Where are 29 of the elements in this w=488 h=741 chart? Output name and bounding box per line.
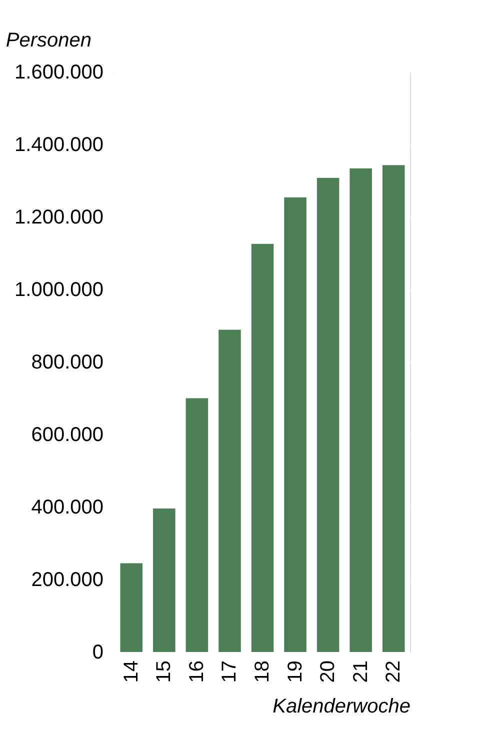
bar xyxy=(218,330,241,652)
x-axis-title: Kalenderwoche xyxy=(272,696,410,718)
x-tick-label: 20 xyxy=(317,660,340,683)
bar xyxy=(382,165,405,652)
y-tick-label: 0 xyxy=(92,642,104,664)
bar xyxy=(186,398,208,652)
bar xyxy=(153,508,176,652)
x-tick-label: 15 xyxy=(153,660,176,683)
y-axis-title: Personen xyxy=(6,30,92,52)
bar xyxy=(316,178,340,652)
y-tick-label: 600.000 xyxy=(31,424,104,446)
bar xyxy=(350,168,372,652)
bar xyxy=(284,197,306,652)
x-tick-label: 19 xyxy=(284,660,306,683)
y-tick-label: 1.600.000 xyxy=(14,62,104,84)
bar xyxy=(251,244,274,652)
x-tick-label: 21 xyxy=(350,660,372,683)
x-tick-label: 17 xyxy=(218,660,241,683)
y-tick-label: 1.400.000 xyxy=(14,134,104,156)
bar xyxy=(120,563,143,652)
y-tick-label: 200.000 xyxy=(31,569,104,591)
y-tick-label: 1.200.000 xyxy=(14,206,104,228)
x-tick-label: 18 xyxy=(252,660,274,683)
y-tick-label: 800.000 xyxy=(31,352,104,374)
x-tick-label: 14 xyxy=(120,660,142,683)
x-tick-label: 16 xyxy=(186,660,208,683)
y-tick-label: 400.000 xyxy=(31,496,104,518)
y-tick-label: 1.000.000 xyxy=(14,279,104,301)
x-tick-label: 22 xyxy=(382,660,405,683)
